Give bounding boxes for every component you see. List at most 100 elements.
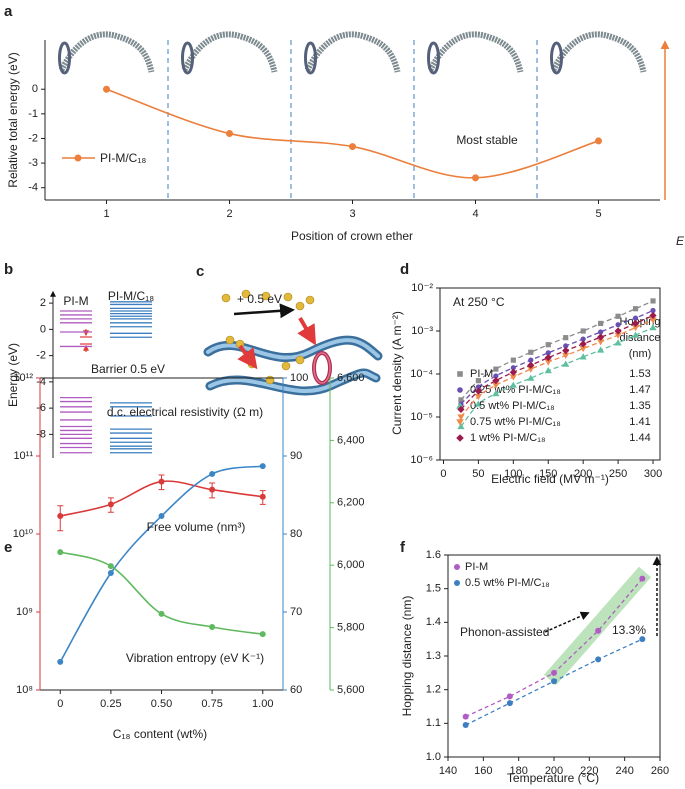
y-tick-label: 0 bbox=[32, 83, 38, 95]
x-tick-label: 4 bbox=[472, 208, 478, 220]
legend-label: 0.5 wt% PI-M/C₁₈ bbox=[465, 577, 550, 589]
marker bbox=[527, 361, 535, 369]
marker bbox=[580, 336, 586, 342]
x-tick-label: 50 bbox=[472, 468, 484, 480]
panel-letter: d bbox=[400, 261, 409, 278]
fit-line bbox=[460, 319, 654, 418]
point bbox=[57, 513, 64, 520]
marker bbox=[527, 374, 535, 381]
y-tick-label: 5,600 bbox=[337, 684, 365, 696]
y-tick-label: 5,800 bbox=[337, 622, 365, 634]
marker bbox=[632, 306, 639, 312]
point bbox=[551, 678, 557, 685]
y-tick-label: 10¹¹ bbox=[13, 450, 33, 462]
point bbox=[506, 693, 513, 700]
x-tick-label: 2 bbox=[226, 208, 232, 220]
y-tick-label: -3 bbox=[28, 157, 38, 169]
marker bbox=[458, 397, 464, 403]
y-tick-label: -6 bbox=[36, 402, 46, 414]
y-tick-label: 10¹⁰ bbox=[13, 528, 34, 540]
legend-label: PI-M bbox=[470, 368, 493, 380]
annotation: Phonon-assisted bbox=[460, 625, 549, 639]
legend-label: PI-M bbox=[465, 561, 488, 573]
marker bbox=[597, 346, 605, 353]
point bbox=[462, 722, 469, 729]
axis-label: Energy (eV) bbox=[6, 343, 20, 407]
point bbox=[595, 656, 602, 663]
fit-line bbox=[460, 300, 654, 401]
marker bbox=[474, 393, 483, 401]
x-tick-label: 0.25 bbox=[100, 698, 121, 710]
marker bbox=[562, 347, 570, 355]
y-tick-label: -1 bbox=[28, 108, 38, 120]
annotation: Most stable bbox=[456, 133, 518, 147]
marker bbox=[597, 339, 605, 346]
molecule bbox=[550, 31, 647, 73]
y-tick-label: 60 bbox=[290, 684, 302, 696]
hopping-distance: 1.47 bbox=[629, 384, 650, 396]
hopping-distance: 1.53 bbox=[629, 368, 650, 380]
series-label: Free volume (nm³) bbox=[147, 520, 246, 534]
marker bbox=[510, 357, 516, 363]
point bbox=[209, 623, 216, 630]
x-tick-label: 100 bbox=[504, 468, 522, 480]
y-tick-label: 10⁹ bbox=[16, 606, 33, 618]
annotation: 13.3% bbox=[612, 623, 646, 637]
x-tick-label: 200 bbox=[574, 468, 592, 480]
y-tick-label: 6,000 bbox=[337, 559, 365, 571]
legend-label: 0.5 wt% PI-M/C₁₈ bbox=[470, 400, 555, 412]
marker bbox=[457, 422, 465, 430]
marker bbox=[631, 319, 640, 328]
point bbox=[57, 658, 64, 665]
y-tick-label: 90 bbox=[290, 450, 302, 462]
legend-title: distance bbox=[620, 332, 661, 344]
y-tick-label: 1.3 bbox=[426, 650, 441, 662]
marker bbox=[598, 329, 604, 335]
y-tick-label: 1.6 bbox=[426, 549, 441, 561]
y-tick-label: 10⁸ bbox=[16, 684, 33, 696]
marker bbox=[544, 359, 552, 366]
marker bbox=[614, 339, 622, 346]
panel-letter: c bbox=[196, 263, 204, 280]
crown-ether bbox=[427, 41, 440, 75]
y-tick-label: 1.4 bbox=[426, 616, 441, 628]
point bbox=[259, 631, 266, 638]
energy-label: + 0.5 eV bbox=[237, 292, 282, 306]
marker bbox=[631, 324, 640, 332]
fit-line bbox=[460, 326, 654, 427]
y-tick-label: -4 bbox=[28, 182, 38, 194]
y-tick-label: 100 bbox=[290, 372, 308, 384]
x-tick-label: 1.00 bbox=[252, 698, 273, 710]
marker bbox=[545, 342, 551, 348]
hopping-distance: 1.35 bbox=[629, 400, 650, 412]
x-tick-label: 1 bbox=[103, 208, 109, 220]
x-axis-label: Temperature (°C) bbox=[507, 771, 599, 785]
y-tick-label: 6,400 bbox=[337, 434, 365, 446]
marker bbox=[614, 327, 622, 335]
series-label: d.c. electrical resistivity (Ω m) bbox=[107, 405, 263, 419]
axis-label: Hopping distance (nm) bbox=[400, 596, 414, 717]
x-tick-label: 200 bbox=[545, 765, 563, 777]
marker bbox=[580, 328, 586, 334]
point bbox=[595, 627, 602, 634]
legend-marker bbox=[454, 580, 460, 586]
point bbox=[209, 486, 216, 493]
marker bbox=[562, 352, 570, 360]
panel-letter: f bbox=[400, 539, 406, 556]
x-tick-label: 250 bbox=[609, 468, 627, 480]
molecule bbox=[427, 31, 524, 73]
point bbox=[103, 85, 110, 93]
point bbox=[209, 470, 216, 477]
marker bbox=[631, 331, 640, 338]
y-tick-label: 10⁻³ bbox=[411, 325, 433, 337]
y-tick-label: 1.0 bbox=[426, 751, 441, 763]
marker bbox=[545, 350, 551, 356]
x-axis-label: C₁₈ content (wt%) bbox=[113, 727, 207, 741]
x-tick-label: 260 bbox=[651, 765, 669, 777]
marker bbox=[649, 323, 657, 331]
series-label: PI-M bbox=[63, 294, 88, 308]
marker bbox=[509, 374, 517, 381]
marker bbox=[598, 320, 604, 327]
y-tick-label: 10⁻⁵ bbox=[410, 411, 433, 423]
legend-label: PI-M/C₁₈ bbox=[100, 151, 146, 165]
